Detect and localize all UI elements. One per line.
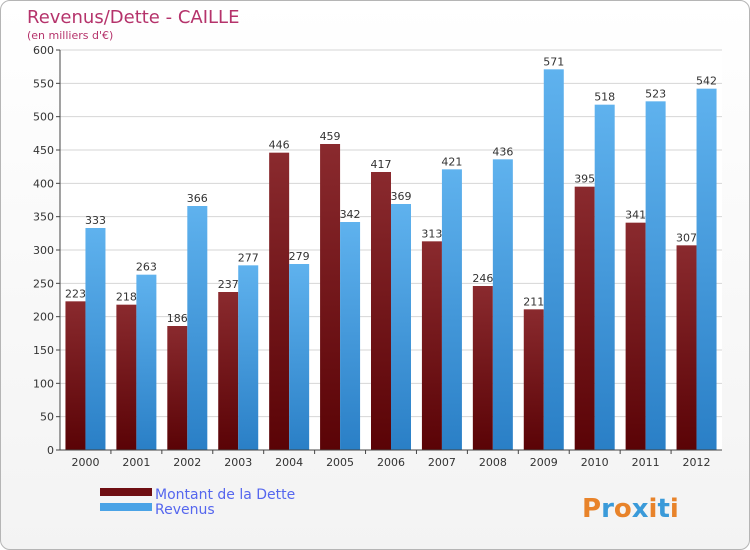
value-label-revenus-2008: 436 bbox=[492, 145, 513, 158]
bar-revenus-2005 bbox=[340, 222, 361, 450]
x-tick-label: 2000 bbox=[71, 456, 99, 469]
proxiti-logo: Proxiti bbox=[582, 494, 679, 524]
y-tick-label: 350 bbox=[33, 211, 54, 224]
value-label-debt-2012: 307 bbox=[676, 231, 697, 244]
bar-debt-2004 bbox=[269, 152, 290, 450]
value-label-debt-2005: 459 bbox=[320, 130, 341, 143]
y-tick-label: 300 bbox=[33, 244, 54, 257]
bar-debt-2012 bbox=[676, 245, 697, 450]
logo-letter: x bbox=[632, 494, 649, 524]
bar-debt-2011 bbox=[625, 222, 646, 450]
value-label-debt-2000: 223 bbox=[65, 287, 86, 300]
value-label-debt-2004: 446 bbox=[269, 139, 290, 152]
bar-debt-2007 bbox=[421, 241, 442, 450]
y-tick-label: 500 bbox=[33, 111, 54, 124]
value-label-debt-2011: 341 bbox=[625, 209, 646, 222]
y-tick-label: 0 bbox=[47, 444, 54, 457]
logo-letter: i bbox=[670, 494, 679, 524]
proxiti-logo-text: Proxiti bbox=[582, 494, 679, 524]
value-label-revenus-2010: 518 bbox=[594, 91, 615, 104]
value-label-revenus-2011: 523 bbox=[645, 87, 666, 100]
value-label-debt-2003: 237 bbox=[218, 278, 239, 291]
bar-debt-2003 bbox=[218, 292, 239, 450]
y-tick-label: 600 bbox=[33, 44, 54, 57]
logo-letter: t bbox=[657, 494, 669, 524]
value-label-debt-2007: 313 bbox=[421, 227, 442, 240]
y-tick-label: 400 bbox=[33, 177, 54, 190]
bar-revenus-2000 bbox=[85, 228, 106, 450]
x-tick-label: 2001 bbox=[122, 456, 150, 469]
logo-letter: r bbox=[601, 494, 614, 524]
y-tick-label: 50 bbox=[40, 411, 54, 424]
logo-letter: P bbox=[582, 494, 601, 524]
value-label-revenus-2000: 333 bbox=[85, 214, 106, 227]
bar-debt-2002 bbox=[167, 326, 188, 450]
bars-layer: 223 333 218 263 186 366 237 277 446 279 459 342 417 3… bbox=[65, 55, 717, 451]
chart-subtitle: (en milliers d'€) bbox=[27, 29, 113, 42]
bar-debt-2000 bbox=[65, 301, 86, 450]
y-tick-label: 250 bbox=[33, 277, 54, 290]
legend-label-revenus: Revenus bbox=[155, 502, 215, 518]
value-label-debt-2001: 218 bbox=[116, 291, 137, 304]
y-tick-label: 100 bbox=[33, 377, 54, 390]
bar-revenus-2011 bbox=[645, 101, 666, 450]
chart-title: Revenus/Dette - CAILLE bbox=[27, 7, 239, 28]
bar-revenus-2012 bbox=[696, 88, 717, 451]
x-tick-label: 2012 bbox=[683, 456, 711, 469]
value-label-revenus-2007: 421 bbox=[441, 155, 462, 168]
legend-swatch-debt bbox=[100, 488, 152, 496]
value-label-revenus-2003: 277 bbox=[238, 251, 259, 264]
y-tick-label: 200 bbox=[33, 311, 54, 324]
x-tick-label: 2009 bbox=[530, 456, 558, 469]
y-tick-label: 150 bbox=[33, 344, 54, 357]
value-label-revenus-2009: 571 bbox=[543, 55, 564, 68]
x-tick-label: 2011 bbox=[632, 456, 660, 469]
value-label-debt-2002: 186 bbox=[167, 312, 188, 325]
bar-debt-2006 bbox=[371, 172, 391, 450]
bar-revenus-2006 bbox=[391, 204, 411, 450]
bar-revenus-2008 bbox=[492, 159, 513, 451]
bar-revenus-2001 bbox=[136, 274, 157, 450]
y-tick-label: 450 bbox=[33, 144, 54, 157]
legend-swatch-revenus bbox=[100, 503, 152, 511]
x-tick-label: 2006 bbox=[377, 456, 405, 469]
legend: Montant de la Dette Revenus bbox=[100, 487, 295, 518]
value-label-debt-2009: 211 bbox=[523, 295, 544, 308]
bar-revenus-2009 bbox=[543, 69, 564, 450]
x-tick-label: 2007 bbox=[428, 456, 456, 469]
bar-revenus-2007 bbox=[441, 169, 462, 451]
bar-debt-2010 bbox=[574, 186, 595, 450]
x-tick-label: 2002 bbox=[173, 456, 201, 469]
value-label-revenus-2001: 263 bbox=[136, 261, 157, 274]
x-tick-label: 2005 bbox=[326, 456, 354, 469]
bar-debt-2008 bbox=[472, 286, 493, 450]
bar-revenus-2010 bbox=[594, 104, 615, 451]
bar-revenus-2002 bbox=[187, 206, 208, 450]
y-tick-label: 550 bbox=[33, 77, 54, 90]
logo-letter: o bbox=[614, 494, 632, 524]
value-label-debt-2008: 246 bbox=[472, 272, 493, 285]
value-label-revenus-2006: 369 bbox=[391, 190, 412, 203]
x-tick-label: 2008 bbox=[479, 456, 507, 469]
value-label-debt-2006: 417 bbox=[371, 158, 392, 171]
x-tick-label: 2010 bbox=[581, 456, 609, 469]
value-label-revenus-2002: 366 bbox=[187, 192, 208, 205]
value-label-revenus-2012: 542 bbox=[696, 75, 717, 88]
value-label-revenus-2004: 279 bbox=[289, 250, 310, 263]
bar-debt-2005 bbox=[320, 144, 341, 450]
bar-revenus-2004 bbox=[289, 264, 310, 450]
bar-debt-2001 bbox=[116, 304, 137, 450]
x-tick-label: 2003 bbox=[224, 456, 252, 469]
value-label-debt-2010: 395 bbox=[574, 173, 595, 186]
bar-debt-2009 bbox=[523, 309, 544, 450]
value-label-revenus-2005: 342 bbox=[340, 208, 361, 221]
bar-revenus-2003 bbox=[238, 265, 259, 450]
x-tick-label: 2004 bbox=[275, 456, 303, 469]
logo-letter: i bbox=[649, 494, 658, 524]
legend-label-debt: Montant de la Dette bbox=[155, 487, 295, 503]
axis-layer: 0 50 100 150 200 250 300 350 400 450 500 550 600 2000… bbox=[33, 44, 722, 469]
